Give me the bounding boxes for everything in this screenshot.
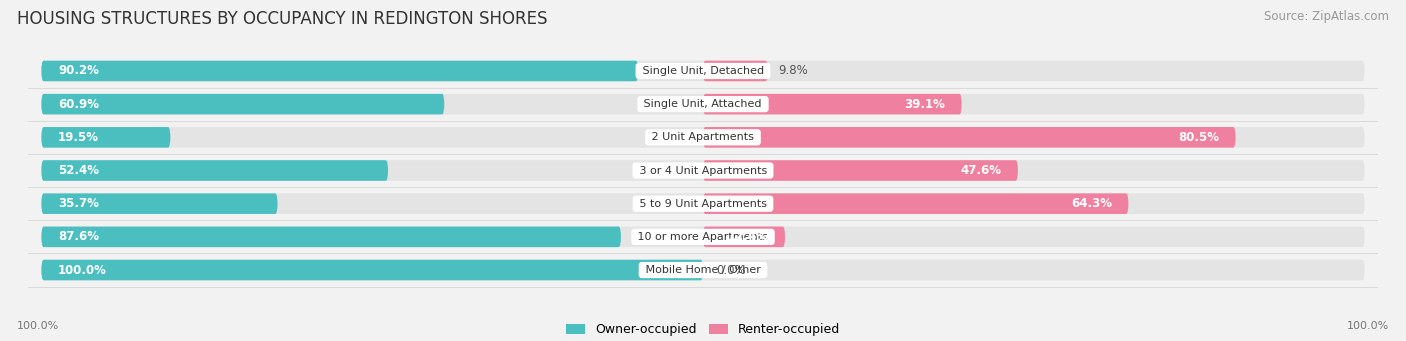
Text: Mobile Home / Other: Mobile Home / Other	[641, 265, 765, 275]
Text: 100.0%: 100.0%	[1347, 321, 1389, 331]
Text: Single Unit, Detached: Single Unit, Detached	[638, 66, 768, 76]
FancyBboxPatch shape	[703, 193, 1129, 214]
Text: 0.0%: 0.0%	[716, 264, 745, 277]
FancyBboxPatch shape	[41, 127, 170, 148]
Text: 12.4%: 12.4%	[728, 231, 769, 243]
Text: 100.0%: 100.0%	[17, 321, 59, 331]
FancyBboxPatch shape	[41, 226, 621, 247]
Text: 39.1%: 39.1%	[904, 98, 945, 110]
Text: 3 or 4 Unit Apartments: 3 or 4 Unit Apartments	[636, 165, 770, 176]
FancyBboxPatch shape	[41, 193, 1365, 214]
Text: 64.3%: 64.3%	[1071, 197, 1112, 210]
Text: 90.2%: 90.2%	[58, 64, 98, 77]
FancyBboxPatch shape	[41, 260, 1365, 280]
Text: Source: ZipAtlas.com: Source: ZipAtlas.com	[1264, 10, 1389, 23]
FancyBboxPatch shape	[41, 226, 1365, 247]
FancyBboxPatch shape	[41, 94, 444, 115]
Text: 2 Unit Apartments: 2 Unit Apartments	[648, 132, 758, 142]
Legend: Owner-occupied, Renter-occupied: Owner-occupied, Renter-occupied	[561, 318, 845, 341]
FancyBboxPatch shape	[41, 160, 1365, 181]
Text: Single Unit, Attached: Single Unit, Attached	[641, 99, 765, 109]
Text: 19.5%: 19.5%	[58, 131, 98, 144]
FancyBboxPatch shape	[703, 127, 1236, 148]
FancyBboxPatch shape	[41, 94, 1365, 115]
FancyBboxPatch shape	[703, 94, 962, 115]
Text: 10 or more Apartments: 10 or more Apartments	[634, 232, 772, 242]
FancyBboxPatch shape	[41, 61, 1365, 81]
Text: 87.6%: 87.6%	[58, 231, 98, 243]
Text: 35.7%: 35.7%	[58, 197, 98, 210]
FancyBboxPatch shape	[703, 226, 785, 247]
FancyBboxPatch shape	[41, 160, 388, 181]
Text: 9.8%: 9.8%	[778, 64, 807, 77]
Text: 60.9%: 60.9%	[58, 98, 98, 110]
FancyBboxPatch shape	[41, 193, 277, 214]
FancyBboxPatch shape	[703, 160, 1018, 181]
FancyBboxPatch shape	[703, 61, 768, 81]
Text: 80.5%: 80.5%	[1178, 131, 1219, 144]
FancyBboxPatch shape	[41, 127, 1365, 148]
FancyBboxPatch shape	[41, 61, 638, 81]
Text: 5 to 9 Unit Apartments: 5 to 9 Unit Apartments	[636, 199, 770, 209]
Text: 100.0%: 100.0%	[58, 264, 107, 277]
FancyBboxPatch shape	[41, 260, 703, 280]
Text: 47.6%: 47.6%	[960, 164, 1001, 177]
Text: HOUSING STRUCTURES BY OCCUPANCY IN REDINGTON SHORES: HOUSING STRUCTURES BY OCCUPANCY IN REDIN…	[17, 10, 547, 28]
Text: 52.4%: 52.4%	[58, 164, 98, 177]
